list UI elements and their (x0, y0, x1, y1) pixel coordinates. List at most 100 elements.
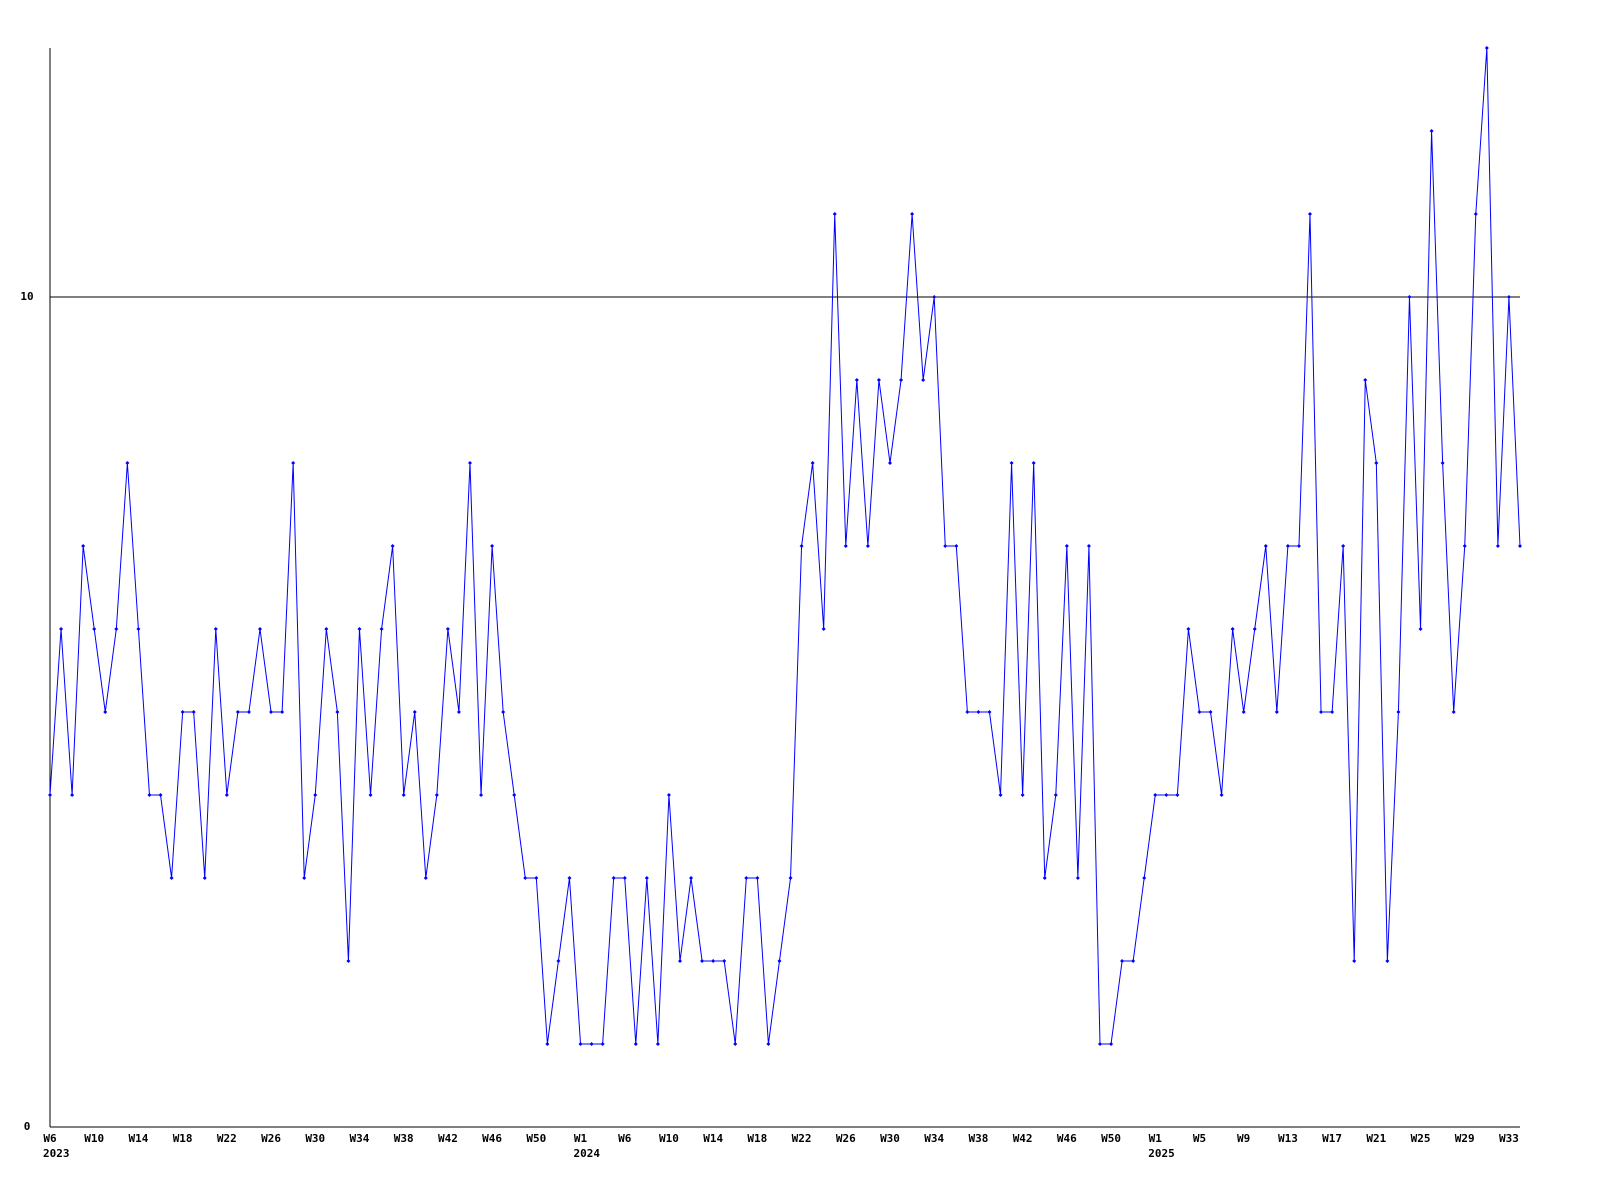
x-tick-label: W26 (836, 1132, 856, 1145)
point (269, 710, 274, 714)
point (81, 544, 86, 548)
point (103, 710, 108, 714)
point (125, 461, 130, 465)
point (1484, 46, 1489, 50)
point (689, 876, 694, 880)
point (611, 876, 616, 880)
point (191, 710, 196, 714)
point (1064, 544, 1069, 548)
point (423, 876, 428, 880)
point (1473, 212, 1478, 216)
point (932, 295, 937, 299)
point (1031, 461, 1036, 465)
point (180, 710, 185, 714)
point (1197, 710, 1202, 714)
point (1495, 544, 1500, 548)
point (136, 627, 141, 631)
point (357, 627, 362, 631)
x-tick-label: W50 (526, 1132, 546, 1145)
point (777, 959, 782, 963)
point (711, 959, 716, 963)
point (1164, 793, 1169, 797)
point (1440, 461, 1445, 465)
x-tick-label: W18 (173, 1132, 193, 1145)
point (1462, 544, 1467, 548)
point (235, 710, 240, 714)
point (567, 876, 572, 880)
point (589, 1042, 594, 1046)
point (876, 378, 881, 382)
year-label: 2023 (43, 1147, 70, 1160)
x-tick-label: W30 (305, 1132, 325, 1145)
point (1418, 627, 1423, 631)
point (213, 627, 218, 631)
point (346, 959, 351, 963)
point (755, 876, 760, 880)
point (534, 876, 539, 880)
point (59, 627, 64, 631)
series-line (49, 47, 1521, 1045)
point (1296, 544, 1301, 548)
point (1341, 544, 1346, 548)
point (556, 959, 561, 963)
point (434, 793, 439, 797)
point (766, 1042, 771, 1046)
point (943, 544, 948, 548)
point (1285, 544, 1290, 548)
point (821, 627, 826, 631)
x-tick-label: W34 (924, 1132, 944, 1145)
point (799, 544, 804, 548)
point (545, 1042, 550, 1046)
point (1506, 295, 1511, 299)
point (854, 378, 859, 382)
point (1274, 710, 1279, 714)
point (1153, 793, 1158, 797)
point (954, 544, 959, 548)
point (1407, 295, 1412, 299)
point (578, 1042, 583, 1046)
point (368, 793, 373, 797)
x-tick-label: W10 (659, 1132, 679, 1145)
x-tick-label: W33 (1499, 1132, 1519, 1145)
x-tick-label: W21 (1366, 1132, 1386, 1145)
x-tick-label: W50 (1101, 1132, 1121, 1145)
point (390, 544, 395, 548)
x-tick-label: W1 (1149, 1132, 1163, 1145)
point (1308, 212, 1312, 216)
point (921, 378, 926, 382)
point (832, 212, 837, 216)
point (1020, 793, 1025, 797)
point (622, 876, 627, 880)
point (655, 1042, 660, 1046)
point (490, 544, 495, 548)
x-tick-label: W5 (1193, 1132, 1206, 1145)
point (258, 627, 262, 631)
point (1142, 876, 1147, 880)
x-tick-label: W34 (350, 1132, 370, 1145)
point (412, 710, 417, 714)
point (998, 793, 1003, 797)
point (1319, 710, 1324, 714)
y-tick-label: 0 (24, 1120, 31, 1133)
point (600, 1042, 605, 1046)
point (1208, 710, 1213, 714)
point (1230, 627, 1235, 631)
point (1396, 710, 1401, 714)
x-tick-label: W38 (394, 1132, 414, 1145)
x-tick-label: W42 (1013, 1132, 1033, 1145)
x-tick-label: W13 (1278, 1132, 1298, 1145)
x-tick-label: W22 (217, 1132, 237, 1145)
point (401, 793, 406, 797)
point (1075, 876, 1080, 880)
point (48, 793, 52, 797)
point (899, 378, 904, 382)
point (147, 793, 152, 797)
point (92, 627, 97, 631)
point (1120, 959, 1125, 963)
point (1131, 959, 1136, 963)
point (1352, 959, 1357, 963)
year-label: 2025 (1148, 1147, 1175, 1160)
x-tick-label: W46 (1057, 1132, 1077, 1145)
point (70, 793, 75, 797)
